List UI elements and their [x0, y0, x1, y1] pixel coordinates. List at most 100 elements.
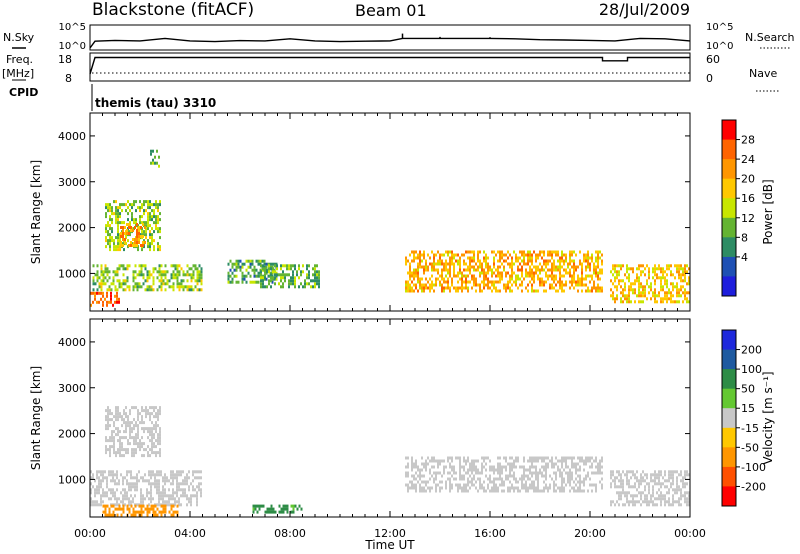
- heatmap-cell: [545, 477, 547, 481]
- heatmap-cell: [557, 289, 559, 293]
- heatmap-cell: [241, 265, 244, 269]
- heatmap-cell: [157, 439, 159, 443]
- heatmap-cell: [294, 267, 296, 271]
- heatmap-cell: [507, 477, 509, 481]
- heatmap-cell: [106, 485, 108, 489]
- heatmap-cell: [529, 265, 531, 269]
- heatmap-cell: [525, 480, 527, 484]
- heatmap-cell: [517, 256, 519, 260]
- velocity-ylabel: Slant Range [km]: [29, 366, 43, 470]
- heatmap-cell: [141, 230, 143, 234]
- heatmap-cell: [196, 491, 198, 495]
- heatmap-cell: [489, 480, 491, 484]
- heatmap-cell: [194, 494, 196, 498]
- heatmap-cell: [539, 280, 541, 284]
- heatmap-cell: [423, 271, 425, 275]
- heatmap-cell: [519, 268, 521, 272]
- heatmap-cell: [158, 494, 160, 498]
- heatmap-cell: [549, 486, 551, 490]
- heatmap-cell: [555, 253, 557, 257]
- heatmap-cell: [188, 285, 191, 289]
- heatmap-cell: [610, 500, 612, 504]
- heatmap-cell: [523, 262, 525, 266]
- heatmap-cell: [624, 285, 626, 289]
- heatmap-cell: [487, 268, 489, 272]
- heatmap-cell: [463, 268, 465, 272]
- heatmap-cell: [529, 274, 531, 278]
- heatmap-cell: [678, 500, 680, 504]
- heatmap-cell: [284, 507, 287, 511]
- heatmap-cell: [262, 279, 264, 283]
- heatmap-cell: [132, 513, 135, 517]
- heatmap-cell: [465, 489, 467, 493]
- heatmap-cell: [517, 486, 519, 490]
- heatmap-cell: [200, 470, 202, 474]
- heatmap-cell: [640, 491, 642, 495]
- heatmap-cell: [589, 477, 591, 481]
- heatmap-cell: [143, 448, 145, 452]
- heatmap-cell: [658, 479, 660, 483]
- heatmap-cell: [535, 471, 537, 475]
- heatmap-cell: [96, 291, 98, 295]
- heatmap-cell: [493, 486, 495, 490]
- heatmap-cell: [423, 462, 425, 466]
- heatmap-cell: [188, 488, 190, 492]
- heatmap-cell: [628, 279, 630, 283]
- heatmap-cell: [292, 270, 294, 274]
- heatmap-cell: [561, 274, 563, 278]
- heatmap-cell: [501, 253, 503, 257]
- colorbar-tick-label: 28: [741, 134, 755, 147]
- heatmap-cell: [648, 488, 650, 492]
- heatmap-cell: [273, 262, 276, 266]
- heatmap-cell: [318, 279, 320, 283]
- heatmap-cell: [553, 277, 555, 281]
- heatmap-cell: [237, 265, 240, 269]
- heatmap-cell: [523, 471, 525, 475]
- heatmap-cell: [567, 477, 569, 481]
- heatmap-cell: [461, 283, 463, 287]
- heatmap-cell: [115, 215, 117, 219]
- heatmap-cell: [182, 285, 185, 289]
- heatmap-cell: [636, 279, 638, 283]
- heatmap-cell: [688, 279, 690, 283]
- heatmap-cell: [186, 494, 188, 498]
- heatmap-cell: [473, 256, 475, 260]
- heatmap-cell: [571, 474, 573, 478]
- heatmap-cell: [100, 473, 102, 477]
- heatmap-cell: [264, 273, 266, 277]
- heatmap-cell: [567, 480, 569, 484]
- heatmap-cell: [198, 288, 201, 292]
- heatmap-cell: [451, 456, 453, 460]
- heatmap-cell: [658, 291, 660, 295]
- heatmap-cell: [288, 273, 290, 277]
- heatmap-cell: [593, 262, 595, 266]
- heatmap-cell: [129, 442, 131, 446]
- heatmap-cell: [539, 468, 541, 472]
- heatmap-cell: [644, 479, 646, 483]
- heatmap-cell: [278, 504, 281, 508]
- heatmap-cell: [684, 482, 686, 486]
- heatmap-cell: [551, 253, 553, 257]
- heatmap-cell: [463, 477, 465, 481]
- heatmap-cell: [535, 465, 537, 469]
- heatmap-cell: [138, 285, 141, 289]
- heatmap-cell: [157, 245, 159, 249]
- heatmap-cell: [134, 485, 136, 489]
- heatmap-cell: [431, 268, 433, 272]
- heatmap-cell: [481, 465, 483, 469]
- heatmap-cell: [630, 267, 632, 271]
- heatmap-cell: [114, 494, 116, 498]
- heatmap-cell: [116, 470, 118, 474]
- heatmap-cell: [112, 279, 115, 283]
- heatmap-cell: [158, 264, 161, 268]
- heatmap-cell: [616, 288, 618, 292]
- heatmap-cell: [153, 230, 155, 234]
- heatmap-cell: [644, 285, 646, 289]
- heatmap-cell: [118, 279, 121, 283]
- heatmap-cell: [98, 479, 100, 483]
- heatmap-cell: [662, 494, 664, 498]
- heatmap-cell: [114, 507, 117, 511]
- heatmap-cell: [409, 274, 411, 278]
- heatmap-cell: [140, 497, 142, 501]
- heatmap-cell: [105, 236, 107, 240]
